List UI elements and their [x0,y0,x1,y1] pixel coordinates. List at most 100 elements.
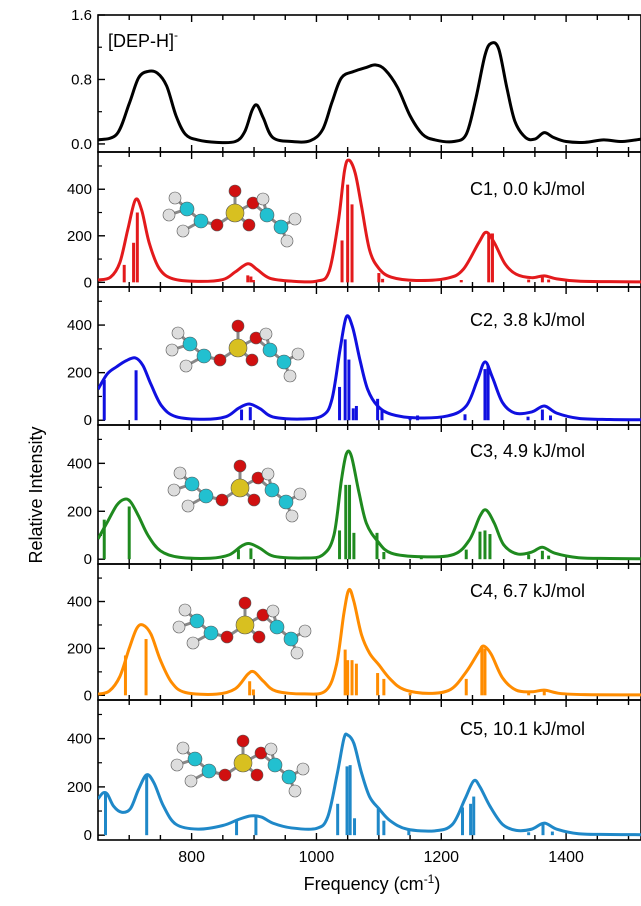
molecule-atom [198,488,214,504]
molecule-atom [196,348,212,364]
molecule-atom [165,343,179,357]
molecule-atom [298,624,312,638]
molecule-atom [269,619,285,635]
molecule-atom [187,751,203,767]
y-tick-label-exp: 0.8 [71,71,92,88]
panel-label-c4: C4, 6.7 kJ/mol [470,581,585,601]
x-tick-label: 1400 [548,849,584,866]
molecule-atom [176,224,190,238]
y-tick-label-C1: 0 [84,274,92,291]
molecule-atom [280,234,294,248]
molecule-c3 [167,459,307,523]
panel-content-C3 [98,449,641,561]
molecule-atom [184,774,198,788]
molecule-atom [283,631,299,647]
panel-label-c1: C1, 0.0 kJ/mol [470,179,585,199]
molecule-atom [176,741,190,755]
y-tick-label-C5: 0 [84,827,92,844]
molecule-atom [259,327,273,341]
molecule-c1 [162,184,302,248]
panel-label-exp: [DEP-H]- [108,28,178,51]
y-tick-label-exp: 1.6 [71,7,92,24]
panel-frame-C1 [97,151,641,288]
panel-content-C2 [98,314,641,422]
panel-label-c2: C2, 3.8 kJ/mol [470,310,585,330]
molecule-atom [281,769,297,785]
y-tick-label-C2: 0 [84,412,92,429]
molecule-atom [228,338,248,358]
molecule-atom [259,207,275,223]
molecule-atom [168,191,182,205]
y-tick-label-C1: 200 [67,228,92,245]
molecule-atom [213,353,227,367]
molecule-atom [264,742,278,756]
molecule-atom [276,354,292,370]
x-tick-label: 1000 [299,849,335,866]
molecule-atom [162,208,176,222]
molecule-atom [178,603,192,617]
molecule-atom [193,213,209,229]
molecule-atom [291,347,305,361]
panel-content-C4 [98,587,641,697]
y-tick-label-C4: 0 [84,687,92,704]
molecule-atom [167,483,181,497]
panel-content-C1 [98,158,641,284]
molecule-atom [181,499,195,513]
panel-C1: 0 200 400 [67,151,641,291]
molecule-atom [186,636,200,650]
panel-content-C5 [98,732,641,837]
molecule-atom [261,467,275,481]
spectrum-line-exp [98,41,641,145]
panel-label-c5: C5, 10.1 kJ/mol [460,719,585,739]
molecule-atom [231,319,245,333]
molecule-atom [288,212,302,226]
molecule-atom [228,184,242,198]
molecule-atom [203,625,219,641]
molecule-atom [288,784,302,798]
molecule-c2 [165,319,305,383]
molecule-atom [262,342,278,358]
spectrum-line-C2 [98,314,641,422]
x-tick-label: 800 [178,849,205,866]
y-axis-label: Relative Intensity [26,426,46,563]
molecule-atom [179,201,195,217]
molecule-atom [210,218,224,232]
molecule-c4 [172,596,312,660]
molecule-atom [233,753,253,773]
y-tick-label-C3: 0 [84,551,92,568]
molecule-atom [296,762,310,776]
spectrum-line-C5 [98,732,641,837]
y-tick-label-C5: 400 [67,731,92,748]
molecule-atom [235,615,255,635]
molecule-atom [230,478,250,498]
molecule-atom [172,620,186,634]
molecule-atom [225,203,245,223]
y-tick-label-C3: 200 [67,503,92,520]
molecule-atom [290,646,304,660]
y-tick-label-C3: 400 [67,455,92,472]
molecule-atom [218,768,232,782]
molecule-atom [238,596,252,610]
molecule-atom [285,509,299,523]
molecule-atom [245,353,259,367]
molecule-atom [273,219,289,235]
x-tick-label: 1200 [423,849,459,866]
y-tick-label-C2: 400 [67,317,92,334]
panel-C5: 0 200 400 800 1000 1200 1400 [67,699,641,866]
y-tick-label-C4: 400 [67,594,92,611]
panel-content-exp [98,41,641,145]
x-axis-label-end: ) [434,874,440,894]
molecule-atom [252,630,266,644]
y-tick-label-C2: 200 [67,365,92,382]
molecule-structures [162,184,312,798]
x-axis-label-sup: -1 [424,872,435,886]
y-tick-label-exp: 0.0 [71,136,92,153]
panel-label-exp-main: [DEP-H] [108,31,174,51]
molecule-atom [264,482,280,498]
molecule-atom [267,757,283,773]
spectrum-line-C4 [98,587,641,697]
molecule-atom [179,359,193,373]
molecule-atom [236,734,250,748]
molecule-atom [293,487,307,501]
